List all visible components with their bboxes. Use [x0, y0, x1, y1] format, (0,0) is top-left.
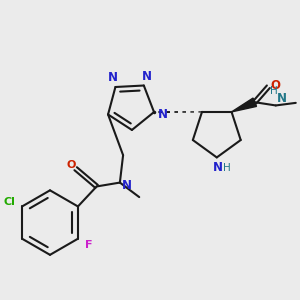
- Text: N: N: [212, 161, 222, 174]
- Polygon shape: [232, 98, 256, 112]
- Text: H: H: [223, 163, 231, 173]
- Text: N: N: [158, 108, 168, 121]
- Text: Cl: Cl: [4, 196, 16, 207]
- Text: N: N: [141, 70, 152, 83]
- Text: N: N: [122, 179, 132, 192]
- Text: H: H: [270, 86, 278, 96]
- Text: O: O: [270, 79, 280, 92]
- Text: F: F: [85, 239, 92, 250]
- Text: N: N: [108, 71, 118, 85]
- Text: N: N: [277, 92, 286, 106]
- Text: O: O: [66, 160, 76, 170]
